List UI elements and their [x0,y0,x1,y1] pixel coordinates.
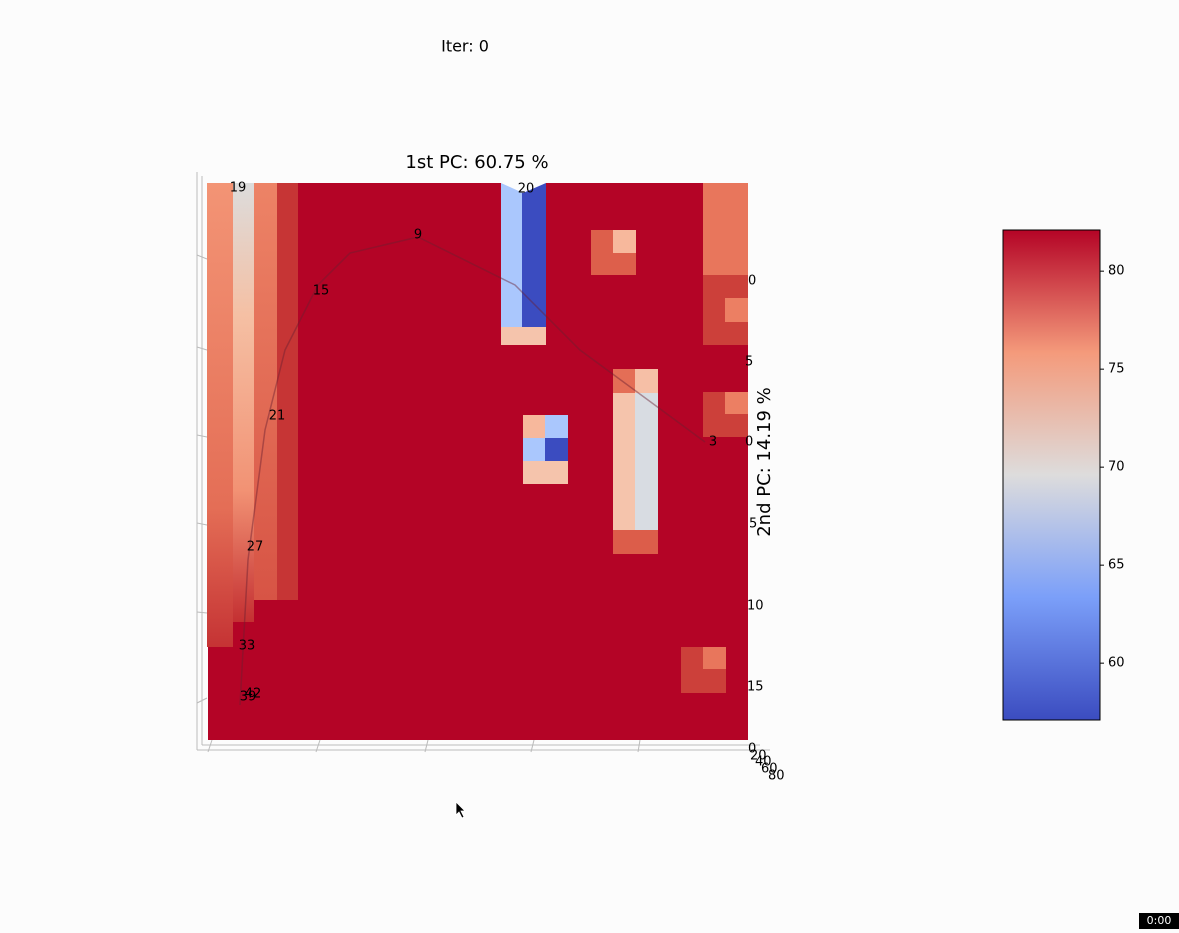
z-tick-label: 80 [768,769,785,784]
point-label: 39 [240,690,257,705]
axes-frame [196,172,770,753]
point-label: 3 [709,435,717,450]
colorbar-tick-label: 65 [1108,558,1125,573]
plot-title: 1st PC: 60.75 % [405,152,548,173]
point-label: 19 [230,181,247,196]
z-tick-label: 0 [748,742,756,757]
point-label: 21 [269,409,286,424]
z-tick-label: 60 [761,762,778,777]
timer: 0:00 [1147,914,1172,927]
point-label: 15 [313,284,330,299]
z-tick-label: 40 [755,755,772,770]
timer-box [1139,913,1179,929]
y-axis-label: 2nd PC: 14.19 % [754,387,775,537]
point-label: 27 [247,540,264,555]
surface [207,183,748,740]
iter-label: Iter: 0 [441,37,489,56]
colorbar-tick-label: 80 [1108,264,1125,279]
z-tick-label: 20 [750,749,767,764]
y-tick-label: 5 [745,355,753,370]
colorbar-tick-label: 60 [1108,656,1125,671]
y-tick-label: 0 [745,435,753,450]
y-tick-labels: 0 5 0 5 10 15 [745,274,764,695]
point-label: 42 [245,687,262,702]
point-label: 33 [239,639,256,654]
y-tick-label: 5 [749,517,757,532]
mouse-cursor [455,801,466,819]
colorbar-tick-label: 75 [1108,362,1125,377]
point-label: 20 [518,182,535,197]
y-tick-label: 0 [748,274,756,289]
colorbar: 60 65 70 75 80 [1002,229,1125,721]
z-tick-labels: 0 20 40 60 80 [748,742,785,784]
y-tick-label: 10 [747,599,764,614]
y-tick-label: 15 [747,680,764,695]
point-labels: 19 20 9 15 21 3 27 33 39 42 [230,181,717,705]
colorbar-tick-label: 70 [1108,460,1125,475]
point-label: 9 [414,228,422,243]
